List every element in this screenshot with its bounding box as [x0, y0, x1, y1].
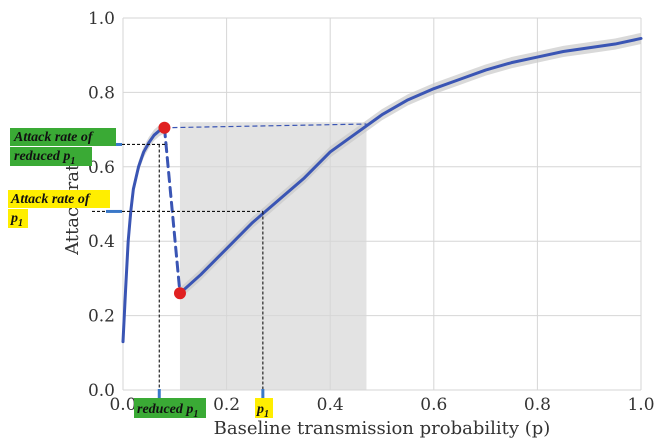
- x-tick-label-3: 0.6: [420, 395, 447, 415]
- marker-layer: [158, 121, 186, 300]
- reduced-p1-label-bg: [134, 398, 206, 418]
- x-tick-label-1: 0.2: [213, 395, 240, 415]
- grid-layer: [122, 17, 642, 391]
- tick-label-layer: 0.0 0.2 0.4 0.6 0.8 1.0 0.0 0.2 0.4 0.6 0.8 1.0: [88, 9, 654, 415]
- series-layer: [121, 32, 643, 348]
- x-axis-title: Baseline transmission probability (p): [214, 418, 551, 439]
- guide-top-blue: [164, 123, 367, 129]
- y-tick-label-3: 0.6: [88, 158, 115, 178]
- x-tick-label-0: 0.0: [109, 395, 136, 415]
- red-marker-1: [173, 287, 186, 300]
- y-tick-label-1: 0.2: [88, 307, 115, 327]
- attack-label-line-1: Attack rate of: [10, 192, 91, 207]
- x-tick-label-4: 0.8: [524, 395, 551, 415]
- series-line-1: [162, 126, 182, 295]
- attack-label-bg-1: [8, 190, 110, 208]
- x-tick-label-5: 1.0: [627, 395, 654, 415]
- series-line-0: [121, 126, 166, 344]
- y-tick-label-0: 0.0: [88, 381, 115, 401]
- p1-label-bg: [255, 398, 273, 418]
- x-tick-label-2: 0.4: [317, 395, 344, 415]
- reduced-attack-label-line-2: reduced p1: [14, 149, 75, 167]
- reduced-attack-label-line-1: Attack rate of: [13, 130, 94, 145]
- shaded-region-layer: [179, 122, 367, 390]
- attack-label-bg-2: [8, 209, 28, 228]
- shaded-region: [179, 122, 367, 390]
- y-tick-label-2: 0.4: [88, 232, 115, 252]
- reduced-attack-label-bg-2: [10, 147, 92, 166]
- reduced-p1-label: reduced p1: [137, 402, 198, 420]
- guide-lines-layer: [92, 123, 367, 399]
- red-marker-0: [158, 121, 171, 134]
- y-tick-label-5: 1.0: [88, 9, 115, 29]
- y-tick-label-4: 0.8: [88, 83, 115, 103]
- reduced-attack-label-bg-1: [10, 128, 116, 146]
- series-line-2: [178, 36, 643, 295]
